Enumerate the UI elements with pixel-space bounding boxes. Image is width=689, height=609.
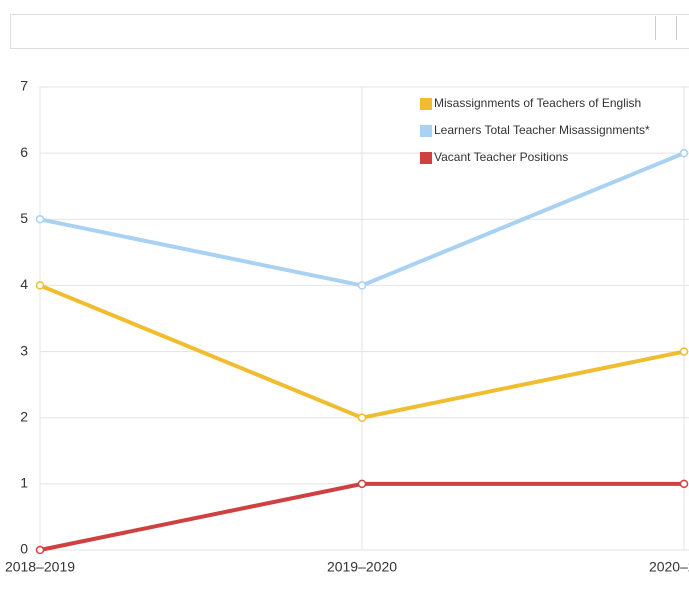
point-marker [35,281,45,290]
y-tick-label: 6 [20,144,28,160]
legend-label: Vacant Teacher Positions [434,150,568,164]
x-tick-label: 2018–2019 [5,559,75,575]
y-tick-label: 5 [20,210,28,226]
y-tick-label: 7 [20,78,28,94]
point-marker [679,479,689,489]
point-marker [357,479,367,489]
point-marker [679,148,689,158]
point-marker [35,215,45,224]
point-marker [357,413,367,422]
point-marker [357,281,367,290]
point-marker [679,347,689,356]
point-marker [35,545,45,555]
legend-swatch [420,98,432,110]
legend-label: Learners Total Teacher Misassignments* [434,123,650,137]
legend-label: Misassignments of Teachers of English [434,96,641,110]
y-tick-label: 1 [20,475,28,491]
x-tick-label: 2019–2020 [327,559,397,575]
legend: Misassignments of Teachers of English Lea… [420,96,650,164]
x-tick-label: 2020–2021 [649,559,689,575]
y-tick-label: 4 [20,276,28,292]
legend-swatch [420,152,432,164]
legend-swatch [420,125,432,137]
y-tick-label: 2 [20,408,28,424]
toolbar [10,14,689,49]
y-tick-label: 3 [20,342,28,358]
y-tick-label: 0 [20,541,28,557]
